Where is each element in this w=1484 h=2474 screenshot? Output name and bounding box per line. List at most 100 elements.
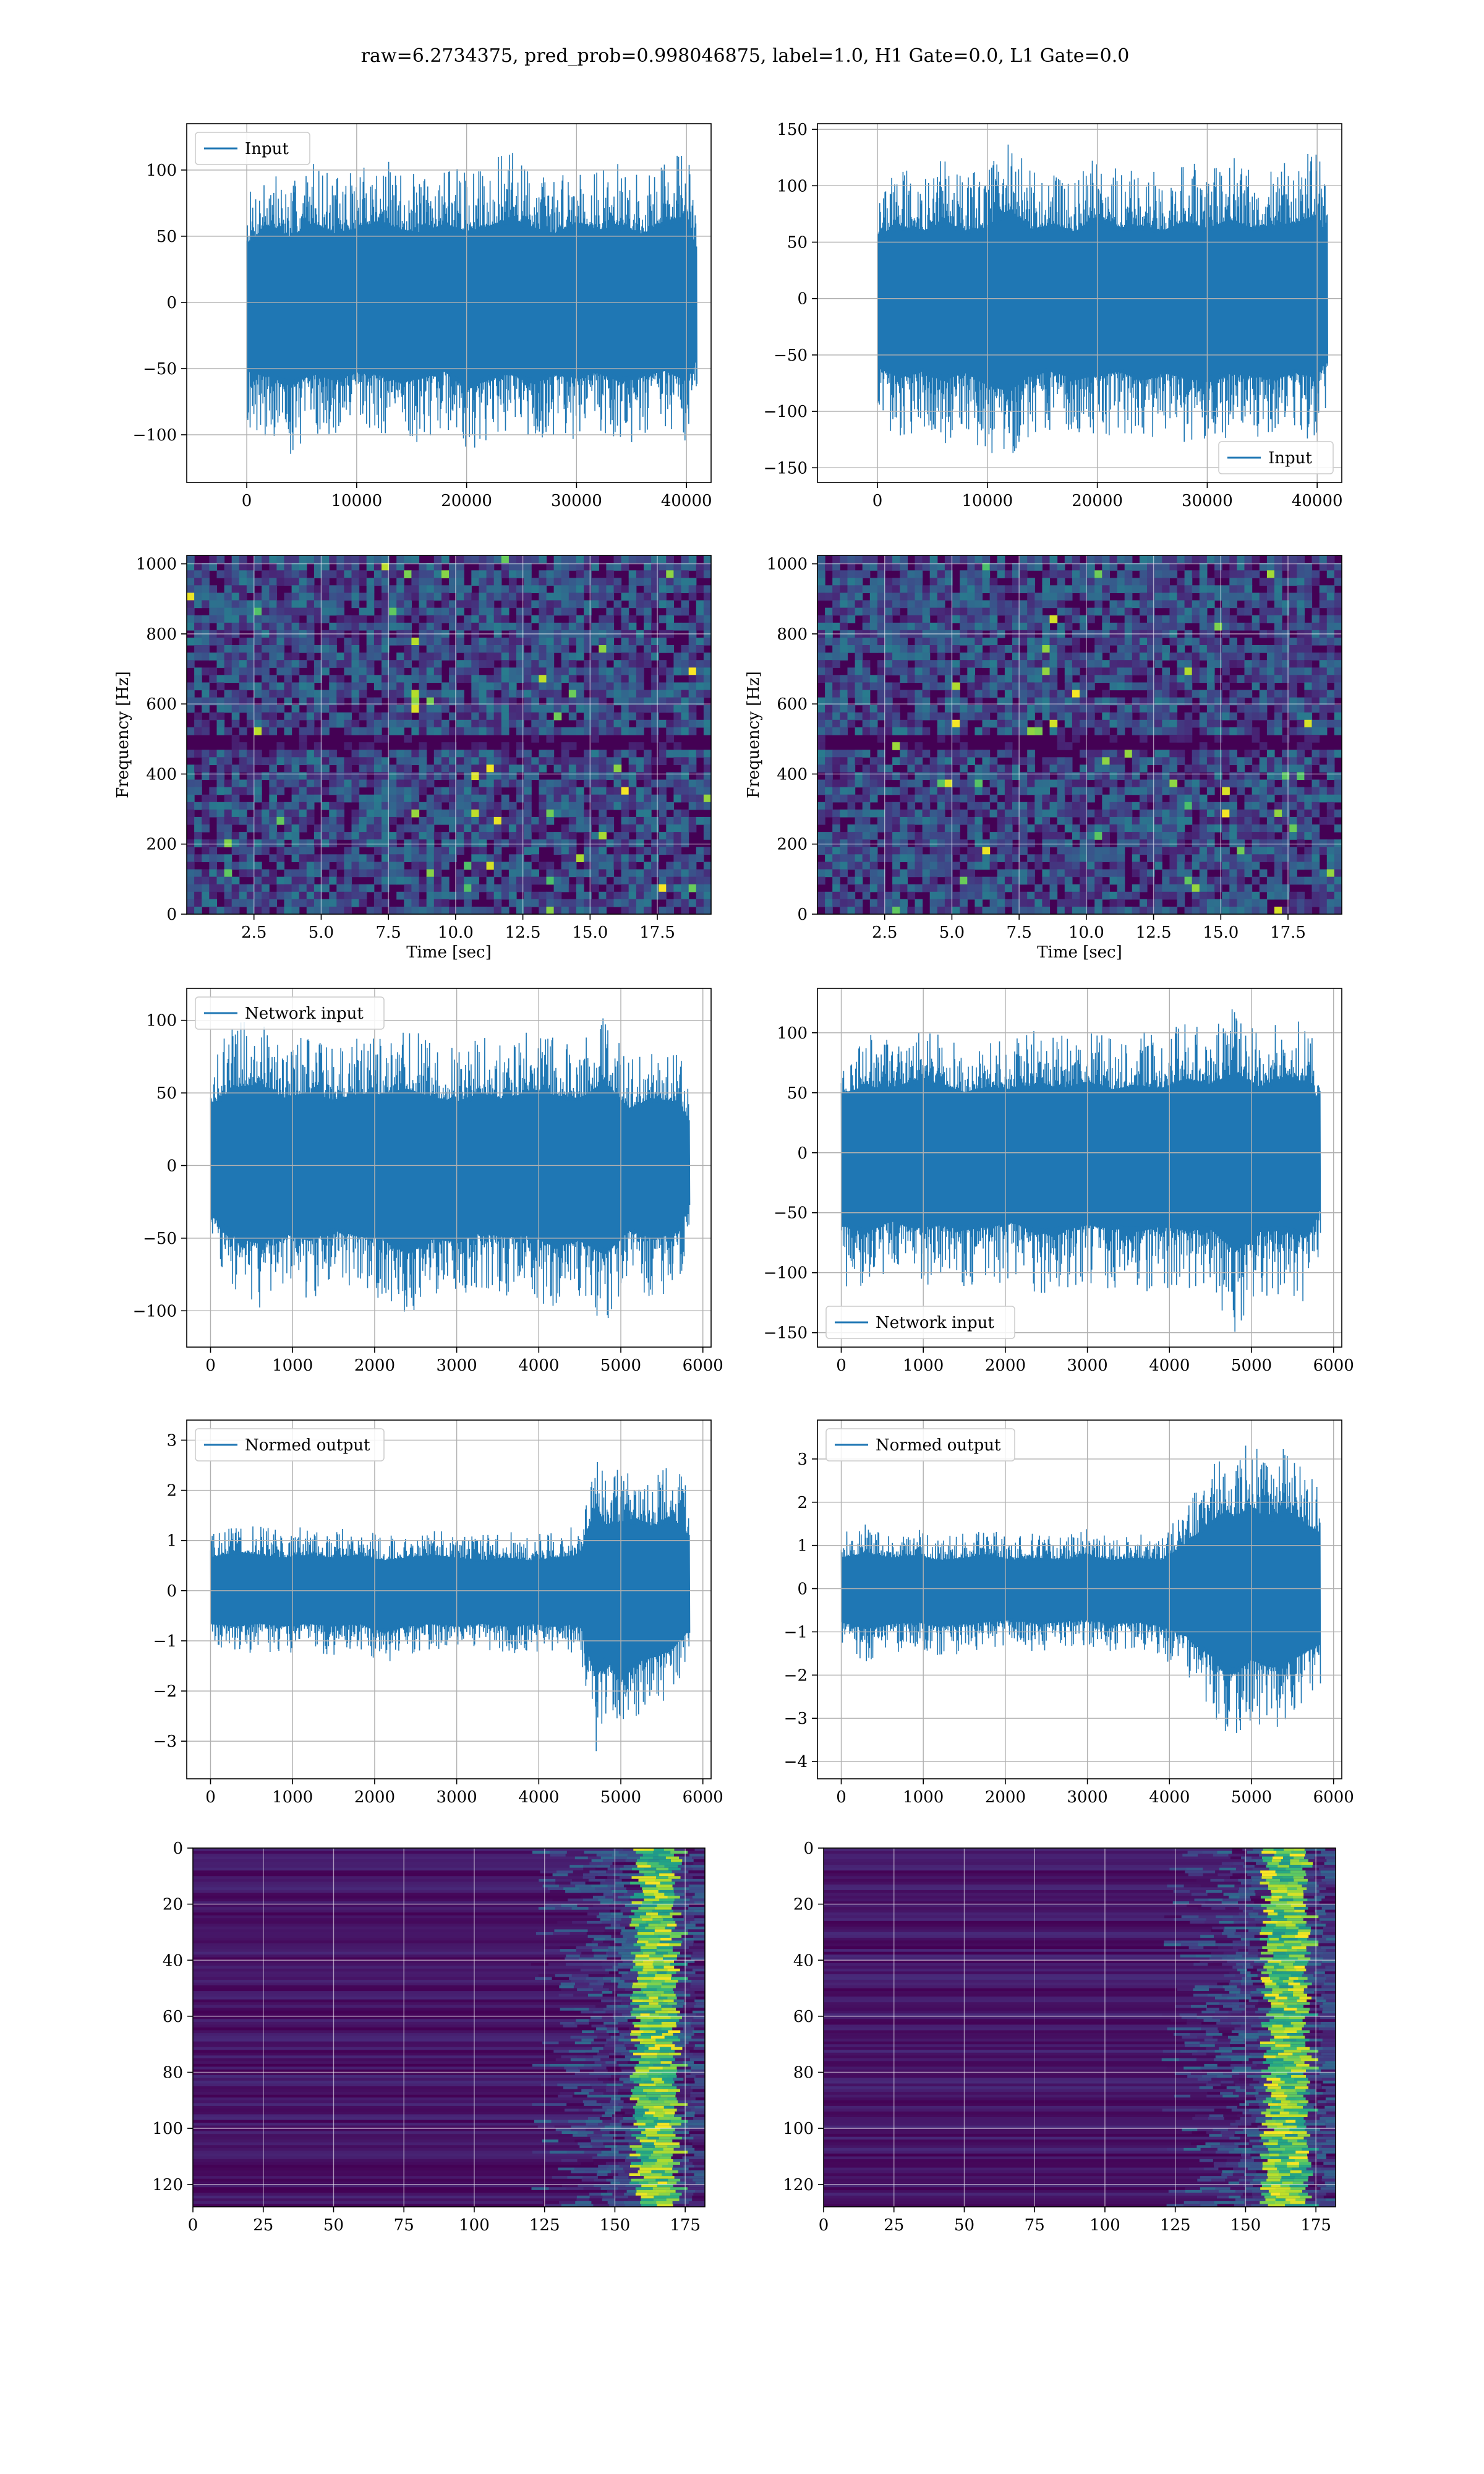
heatmap-cell — [1252, 622, 1260, 631]
heatmap-cell — [929, 712, 938, 721]
heatmap-cell — [344, 622, 352, 631]
heatmap-cell — [291, 899, 300, 907]
heatmap-cell — [922, 667, 931, 675]
heatmap-cell — [900, 750, 908, 758]
heatmap-cell — [885, 563, 893, 571]
heatmap-cell — [1244, 622, 1253, 631]
heatmap-cell — [441, 764, 450, 773]
heatmap-cell — [847, 802, 856, 810]
heatmap-cell — [389, 854, 397, 862]
heatmap-cell — [313, 884, 322, 892]
heatmap-cell — [599, 876, 607, 885]
heatmap-cell — [254, 891, 262, 900]
heatmap-cell — [553, 593, 562, 601]
heatmap-cell — [832, 563, 840, 571]
heatmap-cell — [508, 555, 517, 563]
heatmap-cell — [382, 600, 390, 609]
heatmap-cell — [1117, 832, 1125, 840]
heatmap-cell — [644, 876, 652, 885]
heatmap-cell — [862, 645, 871, 653]
heatmap-cell — [389, 697, 397, 706]
heatmap-cell — [508, 809, 517, 818]
heatmap-cell — [426, 622, 435, 631]
heatmap-cell — [1222, 862, 1230, 870]
heatmap-cell — [862, 682, 871, 691]
heatmap-cell — [974, 802, 983, 810]
heatmap-cell — [613, 660, 622, 668]
heatmap-cell — [599, 653, 607, 661]
heatmap-cell — [960, 816, 968, 825]
heatmap-cell — [396, 585, 404, 593]
heatmap-cell — [419, 667, 427, 675]
heatmap-cell — [1042, 802, 1051, 810]
heatmap-cell — [561, 906, 569, 914]
heatmap-cell — [516, 645, 524, 653]
heatmap-cell — [1154, 802, 1162, 810]
heatmap-cell — [479, 682, 487, 691]
heatmap-cell — [1124, 906, 1133, 914]
heatmap-cell — [681, 667, 689, 675]
heatmap-cell — [449, 809, 457, 818]
heatmap-cell — [508, 593, 517, 601]
heatmap-cell — [855, 600, 863, 609]
heatmap-cell — [1102, 750, 1110, 758]
heatmap-cell — [561, 727, 569, 735]
heatmap-cell — [382, 816, 390, 825]
heatmap-cell — [299, 735, 307, 743]
heatmap-cell — [997, 750, 1005, 758]
heatmap-cell — [1042, 906, 1051, 914]
heatmap-cell — [524, 585, 532, 593]
heatmap-cell — [1139, 585, 1148, 593]
heatmap-cell — [1080, 862, 1088, 870]
heatmap-cell — [411, 719, 420, 728]
heatmap-cell — [1192, 862, 1200, 870]
heatmap-cell — [599, 862, 607, 870]
heatmap-cell — [1244, 585, 1253, 593]
heatmap-cell — [1049, 764, 1058, 773]
heatmap-cell — [276, 570, 285, 578]
heatmap-cell — [944, 847, 953, 855]
heatmap-cell — [967, 884, 975, 892]
heatmap-cell — [1094, 704, 1102, 713]
y-tick-label: 50 — [156, 228, 177, 246]
heatmap-cell — [426, 570, 435, 578]
heatmap-cell — [960, 727, 968, 735]
heatmap-cell — [989, 653, 998, 661]
heatmap-cell — [568, 794, 577, 803]
heatmap-cell — [1080, 891, 1088, 900]
heatmap-cell — [411, 593, 420, 601]
heatmap-cell — [825, 667, 833, 675]
heatmap-cell — [997, 719, 1005, 728]
heatmap-cell — [246, 615, 255, 623]
heatmap-cell — [291, 779, 300, 788]
heatmap-cell — [1034, 899, 1043, 907]
heatmap-cell — [493, 637, 502, 646]
heatmap-cell — [869, 832, 878, 840]
heatmap-cell — [516, 847, 524, 855]
heatmap-cell — [449, 816, 457, 825]
heatmap-cell — [877, 816, 885, 825]
heatmap-cell — [1252, 667, 1260, 675]
heatmap-cell — [239, 697, 247, 706]
heatmap-cell — [885, 906, 893, 914]
heatmap-cell — [246, 862, 255, 870]
heatmap-cell — [269, 772, 277, 781]
heatmap-cell — [1139, 653, 1148, 661]
heatmap-cell — [937, 600, 945, 609]
heatmap-cell — [344, 832, 352, 840]
heatmap-cell — [847, 600, 856, 609]
heatmap-cell — [1109, 563, 1118, 571]
heatmap-cell — [591, 667, 599, 675]
heatmap-cell — [187, 615, 195, 623]
heatmap-cell — [194, 615, 202, 623]
heatmap-cell — [1124, 891, 1133, 900]
heatmap-cell — [568, 869, 577, 878]
heatmap-cell — [1124, 802, 1133, 810]
heatmap-cell — [359, 809, 367, 818]
heatmap-cell — [1072, 660, 1080, 668]
heatmap-cell — [688, 719, 697, 728]
heatmap-cell — [666, 697, 674, 706]
heatmap-cell — [322, 585, 330, 593]
heatmap-cell — [1057, 757, 1065, 765]
heatmap-cell — [967, 622, 975, 631]
